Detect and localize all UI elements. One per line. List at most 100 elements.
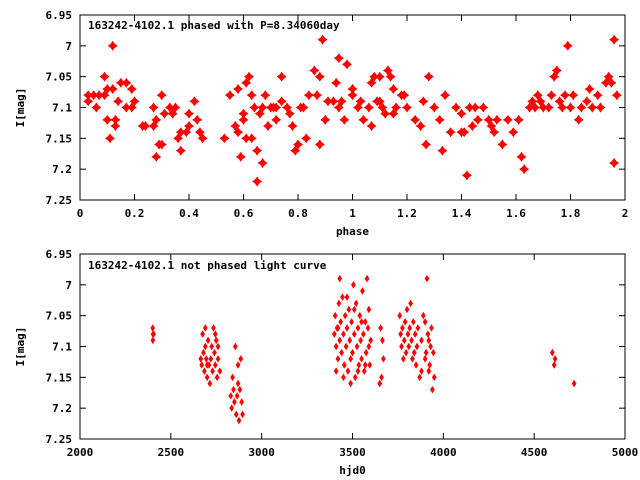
top-panel-data-point bbox=[415, 121, 426, 131]
bottom-panel-y-tick-label: 7.2 bbox=[52, 402, 72, 415]
top-panel-data-point bbox=[527, 96, 538, 107]
top-panel-x-tick-label: 0.8 bbox=[288, 207, 308, 220]
bottom-panel-data-point bbox=[236, 416, 242, 425]
top-panel-data-point bbox=[263, 121, 274, 131]
top-panel-data-point bbox=[282, 102, 293, 113]
top-panel-data-point bbox=[366, 121, 377, 131]
bottom-panel-data-point bbox=[397, 311, 403, 320]
bottom-panel-data-point bbox=[399, 342, 404, 351]
top-panel-data-point bbox=[83, 96, 94, 107]
bottom-panel-x-tick-label: 2000 bbox=[67, 446, 94, 459]
bottom-panel-data-point bbox=[355, 324, 361, 332]
top-panel-data-point bbox=[260, 90, 271, 101]
top-panel-data-point bbox=[595, 102, 606, 113]
bottom-panel-data-point bbox=[424, 274, 430, 283]
bottom-panel-data-point bbox=[363, 348, 369, 357]
top-panel-data-point bbox=[513, 114, 524, 125]
bottom-panel-y-tick-label: 7.15 bbox=[46, 371, 73, 384]
bottom-panel-data-point bbox=[366, 305, 372, 314]
top-panel-data-point bbox=[159, 108, 170, 119]
bottom-panel-data-point bbox=[361, 367, 367, 375]
top-panel: 163242-4102.1 phased with P=8.34060day p… bbox=[14, 9, 628, 238]
top-panel-data-point bbox=[568, 90, 579, 101]
bottom-panel-data-point bbox=[342, 311, 348, 320]
bottom-panel-data-point bbox=[338, 318, 344, 326]
bottom-panel-data-point bbox=[352, 373, 358, 382]
top-panel-data-point bbox=[312, 90, 323, 101]
bottom-panel-data-point bbox=[341, 373, 346, 382]
bottom-panel-data-point bbox=[200, 330, 205, 338]
top-panel-data-point bbox=[91, 102, 102, 113]
bottom-panel-data-point bbox=[419, 336, 424, 345]
top-panel-data-point bbox=[293, 139, 303, 150]
bottom-panel-data-point bbox=[347, 336, 353, 345]
top-panel-data-point bbox=[609, 34, 620, 45]
bottom-panel-data-point bbox=[150, 324, 156, 332]
bottom-panel-data-point bbox=[237, 385, 243, 394]
top-panel-data-point bbox=[197, 133, 208, 144]
bottom-panel-data-point bbox=[360, 287, 365, 295]
top-panel-data-point bbox=[587, 102, 598, 113]
top-panel-data-point bbox=[276, 71, 287, 82]
bottom-panel-data-point bbox=[211, 324, 216, 332]
bottom-panel-data-point bbox=[403, 348, 409, 357]
top-panel-data-point bbox=[173, 133, 184, 144]
top-panel-data-point bbox=[486, 121, 497, 131]
top-panel-data-point bbox=[467, 121, 478, 131]
bottom-panel-data-point bbox=[215, 342, 221, 351]
bottom-panel-data-point bbox=[356, 361, 362, 369]
bottom-panel-data-point bbox=[357, 311, 363, 320]
top-panel-data-point bbox=[497, 139, 508, 150]
top-panel-data-point bbox=[410, 114, 421, 125]
top-panel-data-point bbox=[219, 133, 230, 144]
top-panel-data-point bbox=[156, 139, 167, 150]
top-panel-y-tick-label: 7 bbox=[65, 40, 72, 53]
bottom-panel-data-point bbox=[332, 311, 338, 320]
top-panel-data-point bbox=[423, 71, 434, 82]
top-panel-data-point bbox=[421, 139, 432, 150]
bottom-panel-x-tick-label: 4000 bbox=[430, 446, 457, 459]
bottom-panel-data-point bbox=[202, 324, 208, 332]
top-panel-data-point bbox=[606, 77, 617, 88]
bottom-panel-data-point bbox=[378, 324, 384, 332]
bottom-panel-data-point bbox=[358, 336, 364, 345]
bottom-panel-data-point bbox=[349, 318, 354, 326]
bottom-panel-data-point bbox=[406, 342, 412, 351]
bottom-panel-data-point bbox=[215, 355, 221, 363]
bottom-panel-data-point bbox=[429, 324, 434, 332]
bottom-panel-data-point bbox=[353, 299, 359, 308]
bottom-panel-data-point bbox=[337, 274, 343, 283]
top-panel-data-point bbox=[363, 102, 374, 113]
top-panel-title: 163242-4102.1 phased with P=8.34060day bbox=[88, 19, 340, 32]
bottom-panel-data-point bbox=[213, 336, 219, 345]
top-panel-data-point bbox=[333, 102, 344, 113]
bottom-panel-data-point bbox=[359, 355, 364, 363]
top-panel-data-point bbox=[107, 40, 118, 51]
top-panel-data-point bbox=[549, 71, 560, 82]
top-panel-data-point bbox=[478, 102, 489, 113]
top-panel-data-point bbox=[243, 71, 254, 82]
top-panel-data-point bbox=[546, 90, 557, 101]
top-panel-data-point bbox=[271, 102, 282, 113]
bottom-panel-y-tick-label: 7.05 bbox=[46, 310, 73, 323]
bottom-panel-data-point bbox=[431, 373, 437, 382]
top-panel-data-point bbox=[246, 133, 257, 144]
bottom-panel-data-point bbox=[408, 299, 413, 308]
bottom-panel-data-point bbox=[336, 299, 342, 308]
top-panel-data-point bbox=[508, 127, 519, 138]
top-panel-data-point bbox=[562, 40, 573, 51]
top-panel-data-point bbox=[252, 176, 263, 187]
top-panel-data-point bbox=[429, 102, 440, 113]
top-panel-data-point bbox=[565, 102, 576, 113]
top-panel-x-tick-label: 0 bbox=[77, 207, 84, 220]
top-panel-data-point bbox=[246, 90, 257, 101]
bottom-panel-data-point bbox=[230, 373, 235, 382]
top-panel-data-point bbox=[352, 102, 363, 113]
bottom-panel-data-point bbox=[549, 348, 555, 357]
bottom-panel-data-point bbox=[240, 410, 245, 419]
top-panel-x-tick-label: 0.2 bbox=[125, 207, 145, 220]
bottom-panel-data-point bbox=[232, 398, 237, 406]
bottom-panel-data-point bbox=[411, 348, 417, 357]
top-panel-data-point bbox=[192, 114, 203, 125]
bottom-panel-data-point bbox=[231, 385, 236, 394]
